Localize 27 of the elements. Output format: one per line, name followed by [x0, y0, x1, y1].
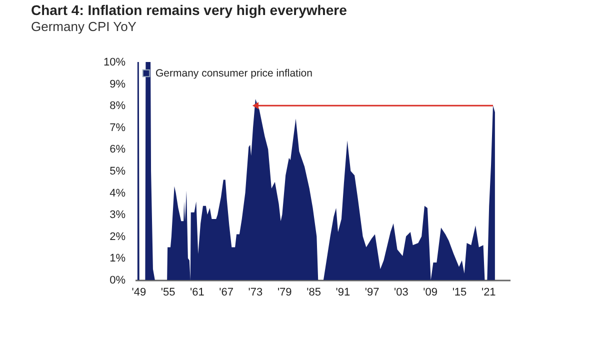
legend-label: Germany consumer price inflation [156, 67, 313, 80]
x-tick-label: '49 [132, 286, 146, 298]
x-tick-label: '73 [248, 286, 263, 298]
x-tick-label: '85 [306, 286, 321, 298]
chart-subtitle: Germany CPI YoY [30, 19, 137, 34]
x-tick-label: '91 [336, 286, 350, 298]
y-tick-label: 9% [110, 78, 126, 90]
y-tick-label: 2% [110, 230, 126, 243]
chart-title: Chart 4: Inflation remains very high everywhere [30, 2, 348, 18]
x-tick-label: '09 [423, 286, 438, 298]
y-tick-label: 5% [110, 166, 126, 178]
y-tick-label: 7% [110, 122, 126, 134]
y-tick-label: 3% [110, 209, 126, 222]
y-tick-label: 1% [110, 252, 126, 265]
x-tick-label: '67 [219, 286, 234, 298]
y-tick-label: 6% [110, 144, 126, 156]
y-tick-label: 10% [103, 56, 126, 68]
x-tick-label: '03 [394, 286, 408, 298]
y-tick-label: 0% [110, 274, 126, 286]
x-tick-label: '55 [160, 286, 176, 298]
y-tick-label: 8% [110, 100, 126, 112]
x-tick-label: '21 [481, 286, 496, 298]
y-tick-label: 4% [110, 187, 126, 200]
x-tick-label: '61 [190, 286, 204, 298]
x-tick-label: '97 [364, 286, 380, 298]
x-tick-label: '79 [277, 286, 292, 298]
x-tick-label: '15 [452, 286, 467, 298]
